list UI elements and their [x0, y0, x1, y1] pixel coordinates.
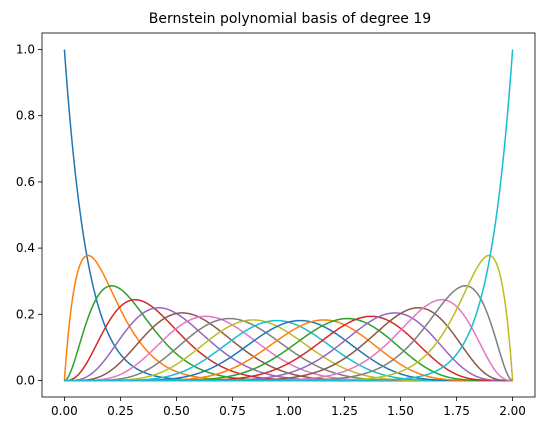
- x-tick-label: 0.25: [107, 404, 134, 418]
- x-tick-label: 2.00: [499, 404, 526, 418]
- bernstein-basis-line-1: [63, 254, 513, 382]
- bernstein-basis-line-18: [64, 254, 514, 382]
- axis-layer: 0.00 0.25 0.50 0.75 1.00 1.25 1.50 1.75 2.00 0.0 0…: [16, 32, 536, 418]
- y-tick-label: 0.0: [16, 373, 35, 387]
- x-tick-label: 0.50: [163, 404, 190, 418]
- bernstein-basis-line-4: [64, 307, 513, 382]
- bernstein-basis-line-19: [64, 49, 514, 382]
- y-tick-label: 1.0: [16, 43, 35, 57]
- y-tick-label: 0.2: [16, 307, 35, 321]
- x-tick-label: 0.75: [219, 404, 246, 418]
- y-tick-label: 0.8: [16, 109, 35, 123]
- x-tick-label: 1.25: [331, 404, 358, 418]
- x-tick-label: 1.50: [387, 404, 414, 418]
- x-tick-label: 1.75: [443, 404, 470, 418]
- y-tick-label: 0.4: [16, 241, 35, 255]
- x-tick-label: 1.00: [275, 404, 302, 418]
- chart-title: Bernstein polynomial basis of degree 19: [149, 11, 431, 27]
- bernstein-basis-line-15: [64, 307, 513, 382]
- plot-frame: [41, 32, 536, 398]
- y-tick-label: 0.6: [16, 175, 35, 189]
- series-layer: [63, 49, 514, 382]
- x-tick-label: 0.00: [51, 404, 78, 418]
